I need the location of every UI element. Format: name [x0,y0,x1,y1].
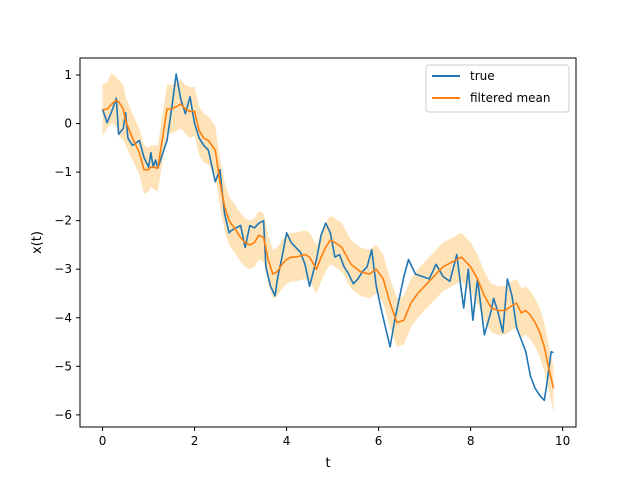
y-tick-label: −4 [54,311,72,325]
series-filtered-mean-line [102,99,555,389]
y-tick-label: −2 [54,214,72,228]
y-tick-label: −1 [54,165,72,179]
x-axis-label: t [325,456,330,471]
x-tick-label: 2 [191,434,199,448]
y-tick-label: −5 [54,359,72,373]
x-tick-label: 0 [99,434,107,448]
plot-area [79,57,577,428]
legend-box [425,64,570,113]
y-axis: 1 0 −1 −2 −3 −4 −5 −6 [54,68,80,422]
x-tick-label: 10 [555,434,570,448]
y-tick-label: −3 [54,262,72,276]
x-tick-label: 4 [283,434,291,448]
legend: true filtered mean [425,64,570,113]
y-axis-label: x(t) [30,231,45,254]
x-tick-label: 6 [375,434,383,448]
legend-label-filtered-mean: filtered mean [470,91,551,105]
x-tick-label: 8 [467,434,475,448]
series-lines [101,73,555,402]
axes-frame [79,57,577,428]
y-tick-label: −6 [54,408,72,422]
legend-label-true: true [470,69,495,83]
y-tick-label: 0 [64,117,72,131]
x-axis: 0 2 4 6 8 10 [99,427,570,448]
series-true-line [101,73,554,402]
y-tick-label: 1 [64,68,72,82]
